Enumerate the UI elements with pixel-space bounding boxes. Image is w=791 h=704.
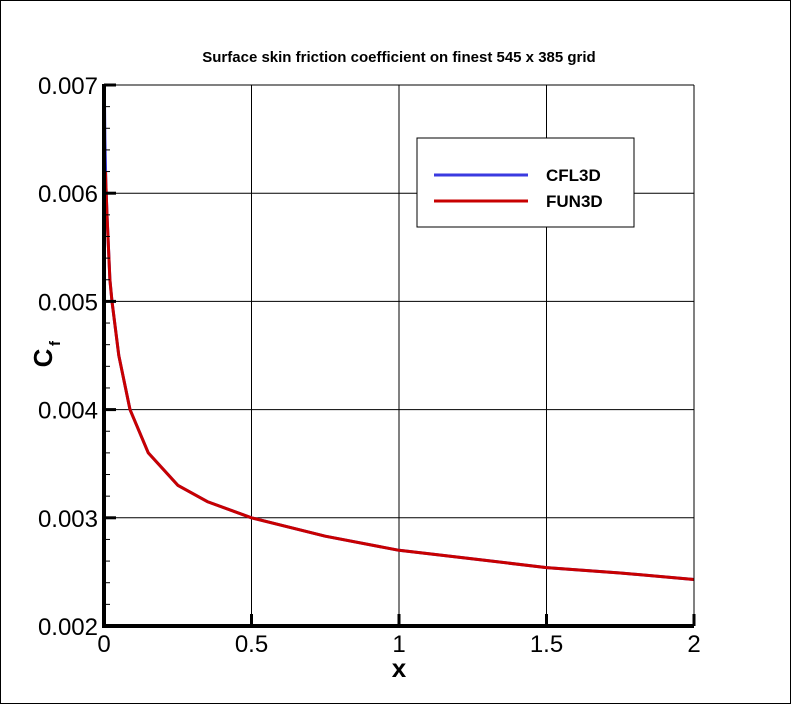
y-tick-label: 0.006 (38, 181, 98, 208)
y-axis-label-subscript: f (47, 340, 64, 346)
series-line-fun3d (104, 171, 695, 581)
legend-label-fun3d: FUN3D (546, 192, 603, 211)
legend-box (416, 137, 635, 228)
y-tick-label: 0.004 (38, 398, 98, 425)
y-tick-label: 0.005 (38, 289, 98, 316)
y-tick-label: 0.002 (38, 614, 98, 641)
x-tick-label: 0.5 (235, 631, 268, 658)
legend: CFL3D FUN3D (416, 137, 635, 228)
y-axis-label: C (28, 348, 58, 367)
x-tick-label: 1 (392, 631, 405, 658)
x-tick-label: 0 (97, 631, 110, 658)
chart-title: Surface skin friction coefficient on fin… (202, 49, 595, 66)
y-tick-label: 0.003 (38, 506, 98, 533)
x-tick-label: 1.5 (530, 631, 563, 658)
x-axis-label: x (392, 653, 407, 683)
x-tick-label: 2 (687, 631, 700, 658)
y-tick-label: 0.007 (38, 73, 98, 100)
legend-label-cfl3d: CFL3D (546, 166, 601, 185)
